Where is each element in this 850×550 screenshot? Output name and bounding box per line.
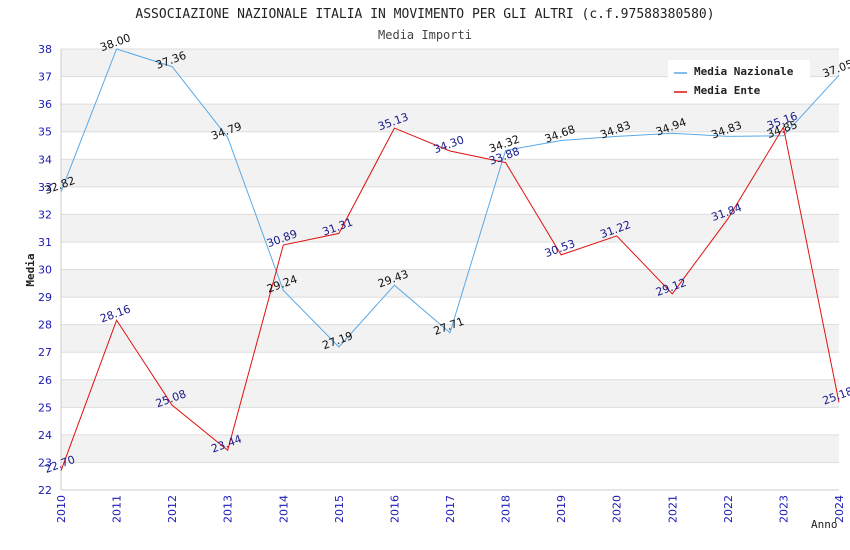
x-axis-ticks: 2010 2011 2012 2013 2014 2015 2016 2017 2018 2019… bbox=[55, 495, 846, 523]
grid-band bbox=[61, 434, 839, 463]
data-label-media-nazionale: 32.82 bbox=[43, 174, 77, 197]
y-tick-label: 33 bbox=[38, 181, 52, 194]
y-tick-label: 23 bbox=[38, 456, 52, 469]
x-tick-label: 2021 bbox=[666, 495, 679, 523]
y-tick-label: 35 bbox=[38, 126, 52, 139]
y-tick-label: 26 bbox=[38, 374, 52, 387]
x-tick-label: 2023 bbox=[777, 495, 790, 523]
y-tick-label: 36 bbox=[38, 98, 52, 111]
y-tick-label: 32 bbox=[38, 208, 52, 221]
x-tick-label: 2014 bbox=[277, 495, 290, 523]
x-tick-label: 2013 bbox=[222, 495, 235, 523]
grid-band bbox=[61, 104, 839, 132]
y-tick-label: 24 bbox=[38, 429, 52, 442]
x-tick-label: 2015 bbox=[333, 495, 346, 523]
grid-band bbox=[61, 159, 839, 187]
y-tick-label: 34 bbox=[38, 153, 52, 166]
series-line-media-ente bbox=[60, 125, 840, 471]
y-tick-label: 29 bbox=[38, 291, 52, 304]
series-lines bbox=[60, 48, 840, 471]
y-tick-label: 27 bbox=[38, 346, 52, 359]
y-tick-label: 30 bbox=[38, 264, 52, 277]
series-line-media-nazionale bbox=[60, 48, 840, 348]
x-tick-label: 2017 bbox=[444, 495, 457, 523]
legend-label-media-ente: Media Ente bbox=[694, 84, 761, 97]
grid-bands bbox=[61, 49, 839, 463]
y-tick-label: 28 bbox=[38, 319, 52, 332]
x-tick-label: 2011 bbox=[111, 495, 124, 523]
x-tick-label: 2016 bbox=[388, 495, 401, 523]
grid-band bbox=[61, 324, 839, 353]
x-tick-label: 2018 bbox=[500, 495, 513, 523]
x-tick-label: 2019 bbox=[555, 495, 568, 523]
y-tick-label: 38 bbox=[38, 43, 52, 56]
legend-box bbox=[668, 60, 810, 100]
x-tick-label: 2012 bbox=[166, 495, 179, 523]
y-axis-label: Media bbox=[24, 253, 37, 286]
x-tick-label: 2024 bbox=[833, 495, 846, 523]
y-tick-label: 25 bbox=[38, 401, 52, 414]
y-tick-label: 22 bbox=[38, 484, 52, 497]
x-tick-label: 2020 bbox=[611, 495, 624, 523]
chart-subtitle: Media Importi bbox=[378, 28, 472, 42]
x-axis-label: Anno bbox=[811, 518, 838, 531]
grid-band bbox=[61, 269, 839, 298]
axes bbox=[60, 49, 839, 491]
y-tick-label: 37 bbox=[38, 71, 52, 84]
grid-band bbox=[61, 214, 839, 242]
data-label-media-ente: 28.16 bbox=[98, 302, 132, 325]
x-tick-label: 2010 bbox=[55, 495, 68, 523]
x-tick-label: 2022 bbox=[722, 495, 735, 523]
chart-title: ASSOCIAZIONE NAZIONALE ITALIA IN MOVIMEN… bbox=[135, 7, 714, 22]
grid-band bbox=[61, 379, 839, 408]
y-tick-label: 31 bbox=[38, 236, 52, 249]
legend: Media Nazionale Media Ente bbox=[668, 60, 810, 100]
legend-label-media-nazionale: Media Nazionale bbox=[694, 65, 794, 78]
y-axis-ticks: 22 23 24 25 26 27 28 29 30 31 32 33 34 35 36 37 38 bbox=[38, 43, 52, 497]
